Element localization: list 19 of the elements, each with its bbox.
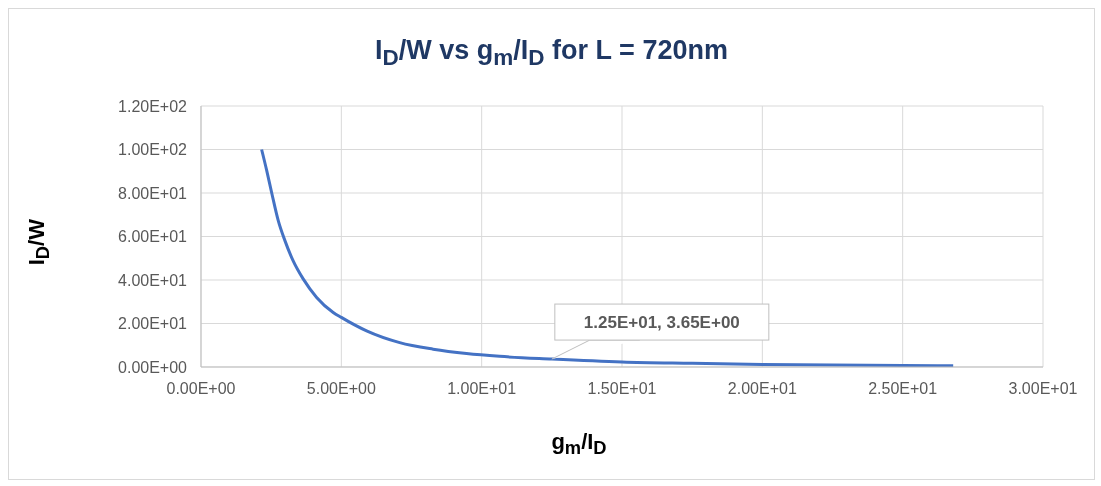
x-tick-label: 1.50E+01 — [587, 380, 657, 398]
y-tick-label: 8.00E+01 — [118, 184, 188, 202]
x-tick-label: 2.00E+01 — [727, 380, 797, 398]
line-series — [260, 148, 955, 367]
y-tick-label: 1.20E+02 — [118, 97, 188, 115]
y-tick-label: 6.00E+01 — [118, 228, 188, 246]
y-tick-label: 0.00E+00 — [118, 358, 188, 376]
y-tick-label: 4.00E+01 — [118, 271, 188, 289]
x-tick-label: 2.50E+01 — [868, 380, 938, 398]
chart-title: I$_{D}$/W vs g$_{m}$/I$_{D}$ for L = 720nm — [374, 35, 729, 72]
x-tick-label: 5.00E+00 — [306, 380, 376, 398]
callout: 1.25E+01, 3.65E+00 — [551, 303, 770, 360]
y-tick-label: 2.00E+01 — [118, 315, 188, 333]
x-tick-label: 0.00E+00 — [166, 380, 236, 398]
x-tick-label: 3.00E+01 — [1008, 380, 1078, 398]
y-tick-label: 1.00E+02 — [118, 141, 188, 159]
x-axis-title: g$_{m}$/I$_{D}$ — [550, 429, 608, 460]
x-tick-label: 1.00E+01 — [447, 380, 517, 398]
annotation: 1.25E+01, 3.65E+00 — [583, 313, 740, 333]
